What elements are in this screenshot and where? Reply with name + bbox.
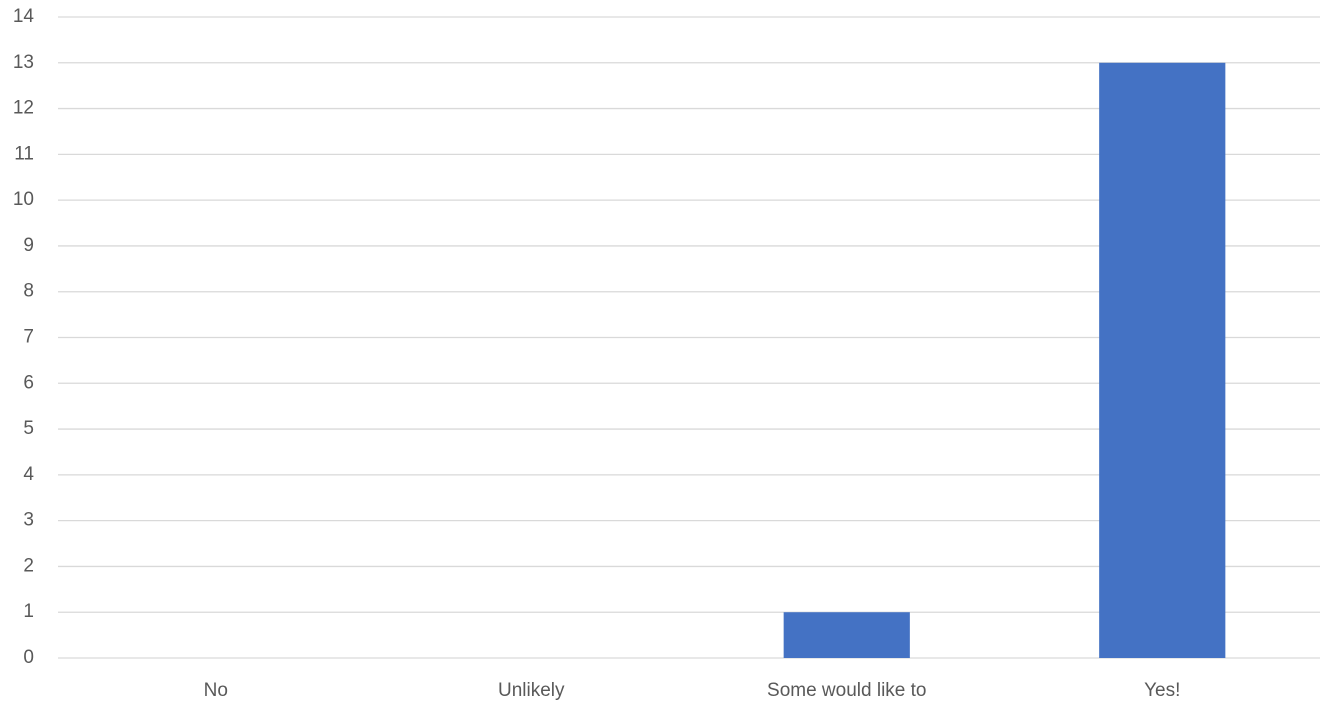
y-tick-label: 3 [23,510,34,531]
y-tick-label: 13 [13,52,34,73]
y-tick-label: 2 [23,555,34,576]
y-tick-label: 5 [23,418,34,439]
x-tick-label: Unlikely [498,680,565,701]
y-tick-label: 0 [23,647,34,668]
y-tick-label: 11 [14,143,34,164]
y-tick-label: 10 [13,189,34,210]
y-tick-label: 1 [23,601,34,622]
y-tick-label: 4 [23,464,34,485]
y-tick-label: 7 [23,327,34,348]
bar [1099,62,1226,659]
y-tick-label: 14 [13,6,35,27]
bar [783,612,910,658]
y-tick-label: 12 [13,98,34,119]
x-tick-label: Some would like to [767,680,926,701]
y-tick-label: 9 [23,235,34,256]
y-tick-label: 6 [23,372,34,393]
x-tick-label: Yes! [1144,680,1180,701]
y-tick-label: 8 [23,281,34,302]
x-tick-label: No [204,680,228,701]
